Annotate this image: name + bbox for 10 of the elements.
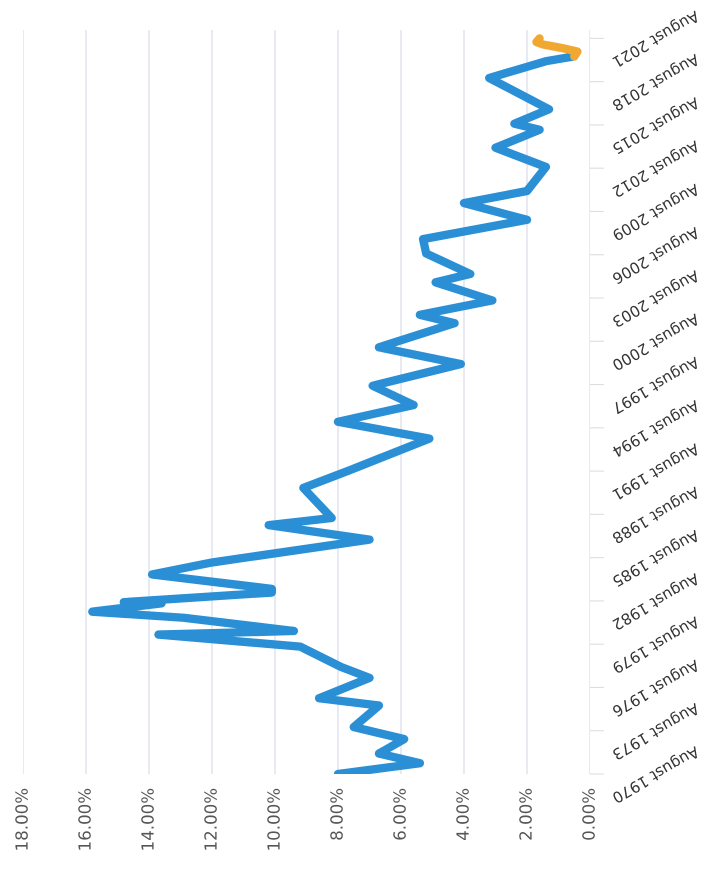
x-tick-label: 4.00% (456, 788, 469, 840)
x-tick-label: 12.00% (204, 788, 217, 850)
x-tick-label: 6.00% (393, 788, 406, 840)
x-tick-label: 16.00% (78, 788, 91, 850)
x-tick-label: 2.00% (519, 788, 532, 840)
x-tick-label: 8.00% (330, 788, 343, 840)
x-tick-label: 10.00% (267, 788, 280, 850)
x-tick-label: 0.00% (582, 788, 595, 840)
x-tick-label: 18.00% (15, 788, 28, 850)
x-tick-label: 14.00% (141, 788, 154, 850)
